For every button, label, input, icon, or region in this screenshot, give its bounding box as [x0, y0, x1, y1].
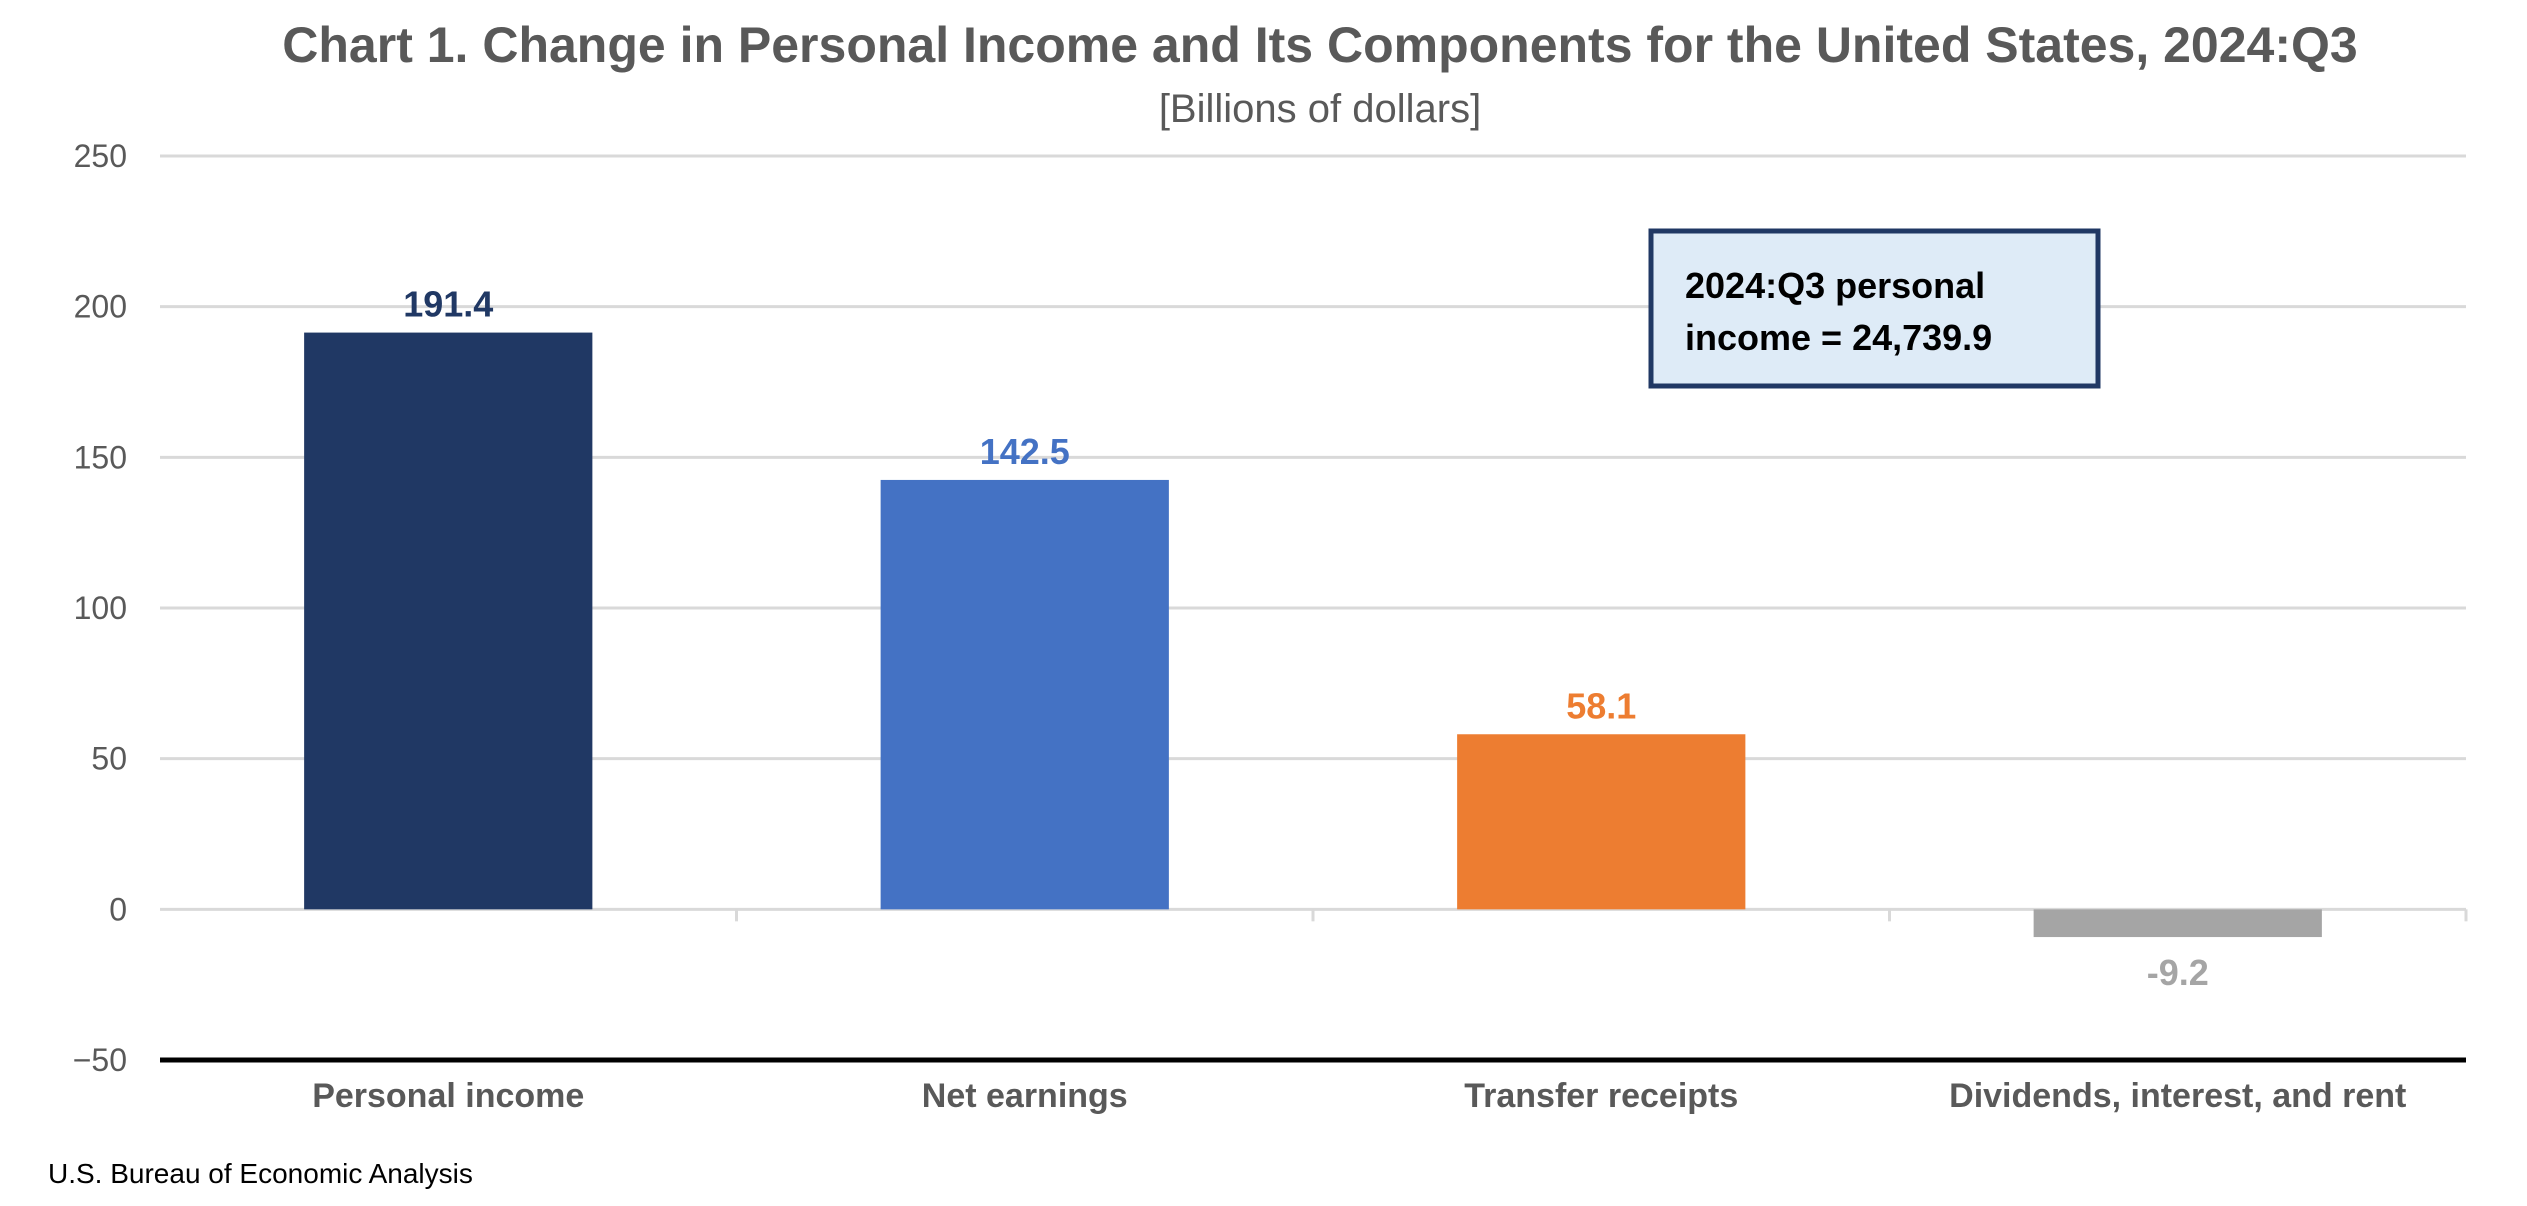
x-tick-label: Net earnings	[922, 1077, 1128, 1115]
y-tick-label: 150	[74, 439, 127, 475]
annotation-background	[1648, 228, 2101, 389]
y-tick-label: 0	[109, 891, 127, 927]
annotation-box: 2024:Q3 personal income = 24,739.9	[1648, 228, 2101, 389]
y-axis: 250 200 150 100 50 0 −50	[73, 138, 127, 1078]
x-tick-label: Dividends, interest, and rent	[1949, 1077, 2406, 1115]
bars	[304, 332, 2322, 938]
data-label: 142.5	[980, 431, 1070, 472]
y-tick-label: −50	[73, 1042, 127, 1078]
x-axis: Personal income Net earnings Transfer rece…	[312, 1077, 2406, 1115]
y-tick-label: 100	[74, 590, 127, 626]
bar	[880, 479, 1169, 910]
data-label: 191.4	[403, 284, 493, 325]
chart-subtitle: [Billions of dollars]	[1159, 87, 1481, 131]
annotation-line-2: income = 24,739.9	[1685, 317, 1992, 358]
chart-title: Chart 1. Change in Personal Income and I…	[282, 17, 2357, 73]
data-label: -9.2	[2147, 952, 2209, 993]
bar	[2033, 909, 2322, 938]
y-tick-label: 50	[91, 741, 127, 777]
bar	[1457, 734, 1746, 910]
x-tick-label: Transfer receipts	[1464, 1077, 1738, 1115]
data-label: 58.1	[1566, 685, 1636, 726]
annotation-line-1: 2024:Q3 personal	[1685, 265, 1985, 306]
data-labels: 191.4 142.5 58.1 -9.2	[403, 284, 2209, 993]
x-tick-label: Personal income	[312, 1077, 584, 1115]
y-tick-label: 200	[74, 289, 127, 325]
source-note: U.S. Bureau of Economic Analysis	[48, 1158, 473, 1189]
bar	[304, 332, 593, 910]
y-tick-label: 250	[74, 138, 127, 174]
